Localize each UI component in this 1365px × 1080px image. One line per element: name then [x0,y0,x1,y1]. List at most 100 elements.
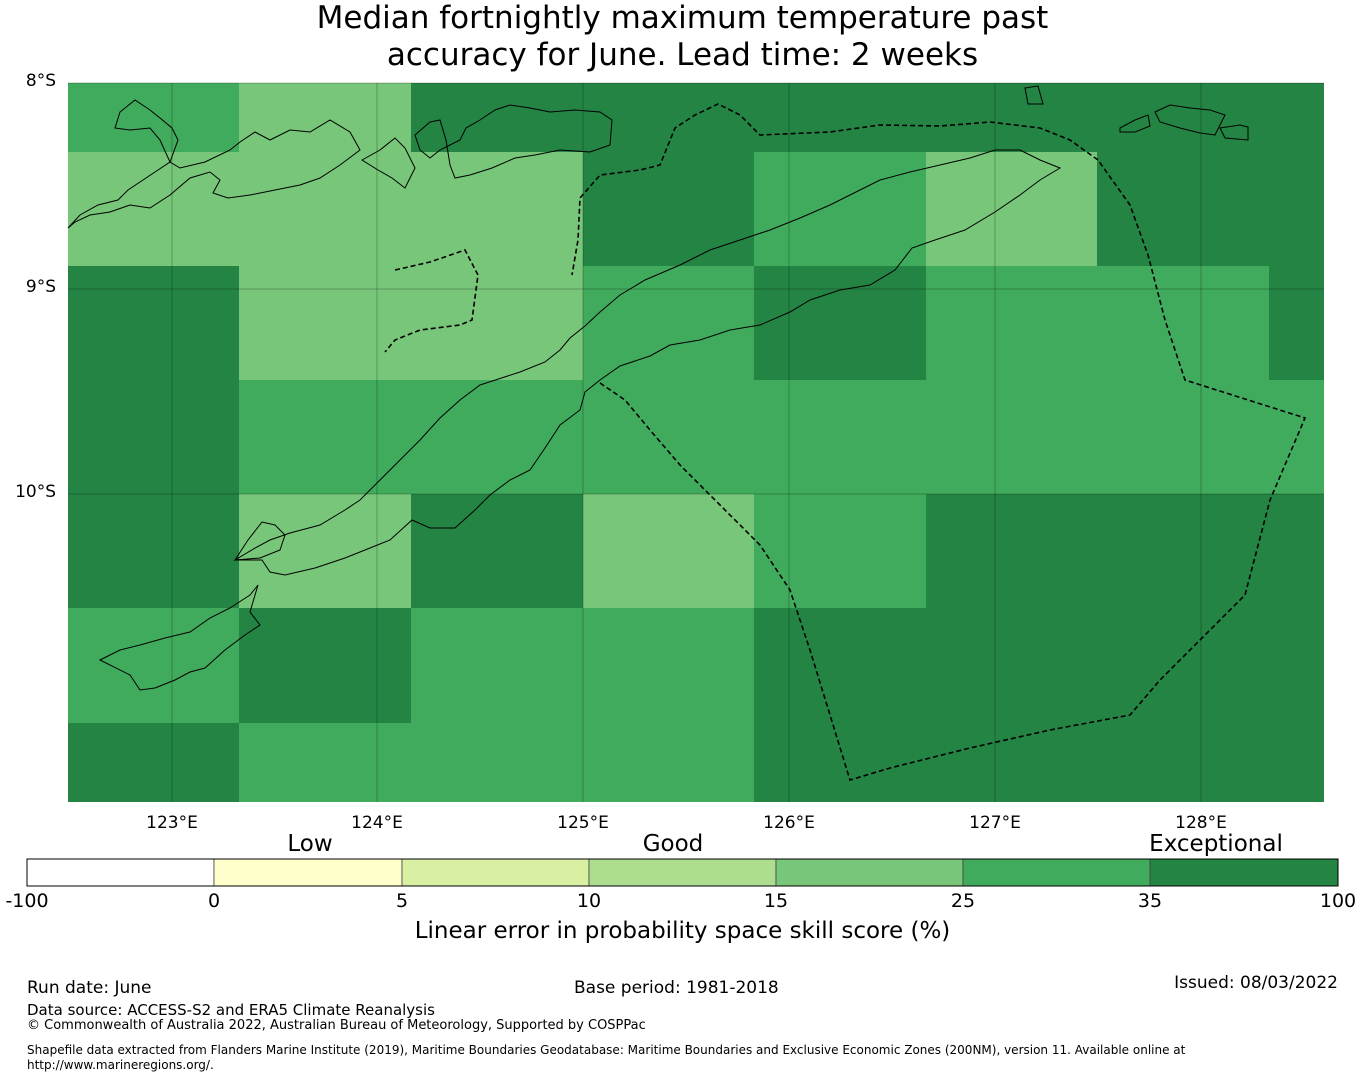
colorbar-tick-label: 15 [763,890,789,912]
shapefile-credit-line-2: http://www.marineregions.org/. [27,1058,214,1072]
skill-cell [583,83,754,152]
skill-cell [583,152,754,266]
skill-cell [583,266,754,380]
skill-cell [926,152,1097,266]
skill-cell [68,380,239,494]
skill-cell [926,494,1097,608]
longitude-label: 125°E [557,813,609,833]
skill-cell [1097,152,1269,266]
skill-cell [754,608,926,723]
skill-cell [1097,608,1269,723]
coastline-sumba [98,584,261,691]
coastlines [67,85,1249,691]
latitude-label: 8°S [25,71,56,91]
colorbar-label: Linear error in probability space skill … [414,918,951,944]
skill-cell [754,380,926,494]
skill-cell [68,723,239,802]
title-line-1: Median fortnightly maximum temperature p… [316,0,1049,36]
coastline-wetar [1119,114,1151,133]
colorbar-category-good: Good [642,831,704,857]
coastline-atauro [1024,85,1044,105]
coastline-romang [1154,104,1226,136]
skill-cell [68,608,239,723]
skill-cell [1269,380,1324,494]
eez-boundary-timor-leste [571,103,1307,781]
latitude-label: 9°S [25,277,56,297]
skill-cell [68,494,239,608]
skill-cell [1269,494,1324,608]
skill-cell [1097,494,1269,608]
skill-cell [926,266,1097,380]
issued-date: Issued: 08/03/2022 [1174,973,1338,993]
coastline-rote [234,521,286,561]
skill-cell [411,608,583,723]
skill-cell [583,380,754,494]
skill-cell [1097,83,1269,152]
skill-cell [68,152,239,266]
colorbar-tick-label: 5 [395,890,409,912]
skill-cell [68,266,239,380]
skill-cell [1097,266,1269,380]
skill-cell [411,152,583,266]
skill-cell [926,83,1097,152]
skill-cell [239,152,411,266]
longitude-label: 126°E [763,813,815,833]
longitude-label: 124°E [351,813,403,833]
skill-cell [1097,723,1269,802]
coastline-alor [414,104,613,179]
eez-boundary [384,103,1307,781]
skill-cell [239,494,411,608]
skill-cell [926,380,1097,494]
colorbar-tick-label: 10 [576,890,602,912]
skill-cell [583,723,754,802]
data-source: Data source: ACCESS-S2 and ERA5 Climate … [27,1001,435,1019]
map-title: Median fortnightly maximum temperature p… [0,0,1365,74]
coastline-flores [67,99,361,229]
skill-cell [1097,380,1269,494]
skill-cell [583,494,754,608]
skill-cell [1269,608,1324,723]
skill-cell [754,83,926,152]
run-date: Run date: June [27,978,152,998]
colorbar-tick-label: 100 [1319,890,1357,912]
skill-cell [1269,266,1324,380]
skill-cell [926,723,1097,802]
skill-cell [754,723,926,802]
skill-cell [1269,83,1324,152]
longitude-label: 128°E [1175,813,1227,833]
colorbar-category-low: Low [287,831,333,857]
colorbar-tick-label: 0 [207,890,221,912]
skill-cell [239,266,411,380]
copyright: © Commonwealth of Australia 2022, Austra… [27,1018,646,1033]
longitude-label: 123°E [146,813,198,833]
latitude-label: 10°S [15,482,56,502]
skill-cell [1269,152,1324,266]
skill-cell [68,83,239,152]
colorbar-category-exceptional: Exceptional [1149,831,1283,857]
skill-cell [754,152,926,266]
skill-cell [583,608,754,723]
skill-cell [239,723,411,802]
eez-boundary-oecusse [384,249,479,353]
base-period: Base period: 1981-2018 [574,978,779,998]
skill-cell [239,380,411,494]
colorbar-tick-label: -100 [5,890,49,912]
skill-cell [411,266,583,380]
graticule [68,82,1324,802]
skill-cell [411,723,583,802]
longitude-label: 127°E [969,813,1021,833]
skill-cell [239,608,411,723]
coastline-timor [233,149,1062,576]
title-line-2: accuracy for June. Lead time: 2 weeks [386,37,979,73]
coastline-lembata [361,137,416,189]
skill-cell [754,494,926,608]
coastline-damar [1219,124,1249,141]
skill-cell [926,608,1097,723]
skill-cell [411,83,583,152]
skill-cell [754,266,926,380]
skill-cell [411,494,583,608]
skill-grid [68,83,1324,802]
colorbar-tick-label: 25 [950,890,976,912]
shapefile-credit-line-1: Shapefile data extracted from Flanders M… [27,1043,1186,1057]
